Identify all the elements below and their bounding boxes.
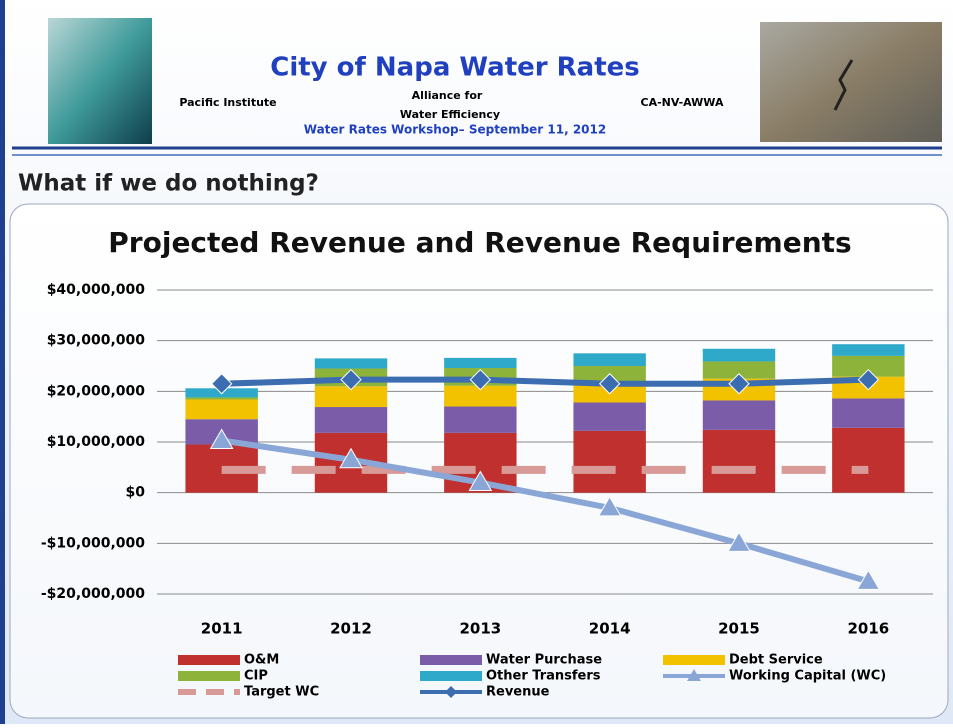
bar-segment <box>444 407 516 433</box>
y-tick-label: $30,000,000 <box>47 333 146 349</box>
x-tick-label: 2016 <box>847 620 889 638</box>
legend-swatch <box>663 655 725 665</box>
slide-edge <box>0 0 5 724</box>
bar-segment <box>703 400 775 429</box>
photo-right <box>760 22 942 142</box>
bar-segment <box>832 344 904 356</box>
bar-segment <box>703 430 775 493</box>
legend-swatch <box>420 671 482 681</box>
y-tick-label: -$20,000,000 <box>41 586 145 602</box>
bar-segment <box>703 349 775 362</box>
x-tick-label: 2012 <box>330 620 372 638</box>
legend-label: CIP <box>244 669 268 684</box>
org-center: Water Efficiency <box>400 108 500 121</box>
legend-label: O&M <box>244 653 279 668</box>
y-tick-label: $10,000,000 <box>47 434 146 450</box>
y-tick-label: $0 <box>126 485 146 501</box>
bar-segment <box>832 398 904 427</box>
section-title: What if we do nothing? <box>18 171 319 197</box>
bar-segment <box>444 358 516 368</box>
chart-title: Projected Revenue and Revenue Requiremen… <box>108 226 851 259</box>
x-tick-label: 2015 <box>718 620 760 638</box>
org-left: Pacific Institute <box>179 96 276 109</box>
x-tick-label: 2011 <box>201 620 243 638</box>
y-tick-label: -$10,000,000 <box>41 535 145 551</box>
bar-segment <box>573 353 645 366</box>
bar-segment <box>315 407 387 433</box>
legend-label: Other Transfers <box>486 669 601 684</box>
x-tick-label: 2014 <box>589 620 631 638</box>
y-tick-label: $40,000,000 <box>47 282 146 298</box>
legend-swatch <box>178 671 240 681</box>
legend-label: Revenue <box>486 685 550 700</box>
bar-segment <box>315 358 387 368</box>
legend-swatch <box>420 655 482 665</box>
bar-segment <box>573 431 645 493</box>
legend-label: Target WC <box>244 685 319 700</box>
legend-label: Working Capital (WC) <box>729 669 886 684</box>
photo-left <box>48 18 152 144</box>
bar-segment <box>185 399 257 419</box>
legend-label: Debt Service <box>729 653 823 668</box>
org-right: CA-NV-AWWA <box>641 96 724 109</box>
bar-segment <box>185 397 257 399</box>
line <box>222 380 869 384</box>
header-subtitle: Water Rates Workshop– September 11, 2012 <box>304 123 606 137</box>
x-tick-label: 2013 <box>459 620 501 638</box>
slide: City of Napa Water Rates Pacific Institu… <box>0 0 953 724</box>
header-title: City of Napa Water Rates <box>270 53 640 83</box>
bar-segment <box>573 402 645 430</box>
org-center: Alliance for <box>412 89 483 102</box>
legend-label: Water Purchase <box>486 653 602 668</box>
bar-segment <box>832 428 904 493</box>
legend-swatch <box>178 655 240 665</box>
y-tick-label: $20,000,000 <box>47 383 146 399</box>
